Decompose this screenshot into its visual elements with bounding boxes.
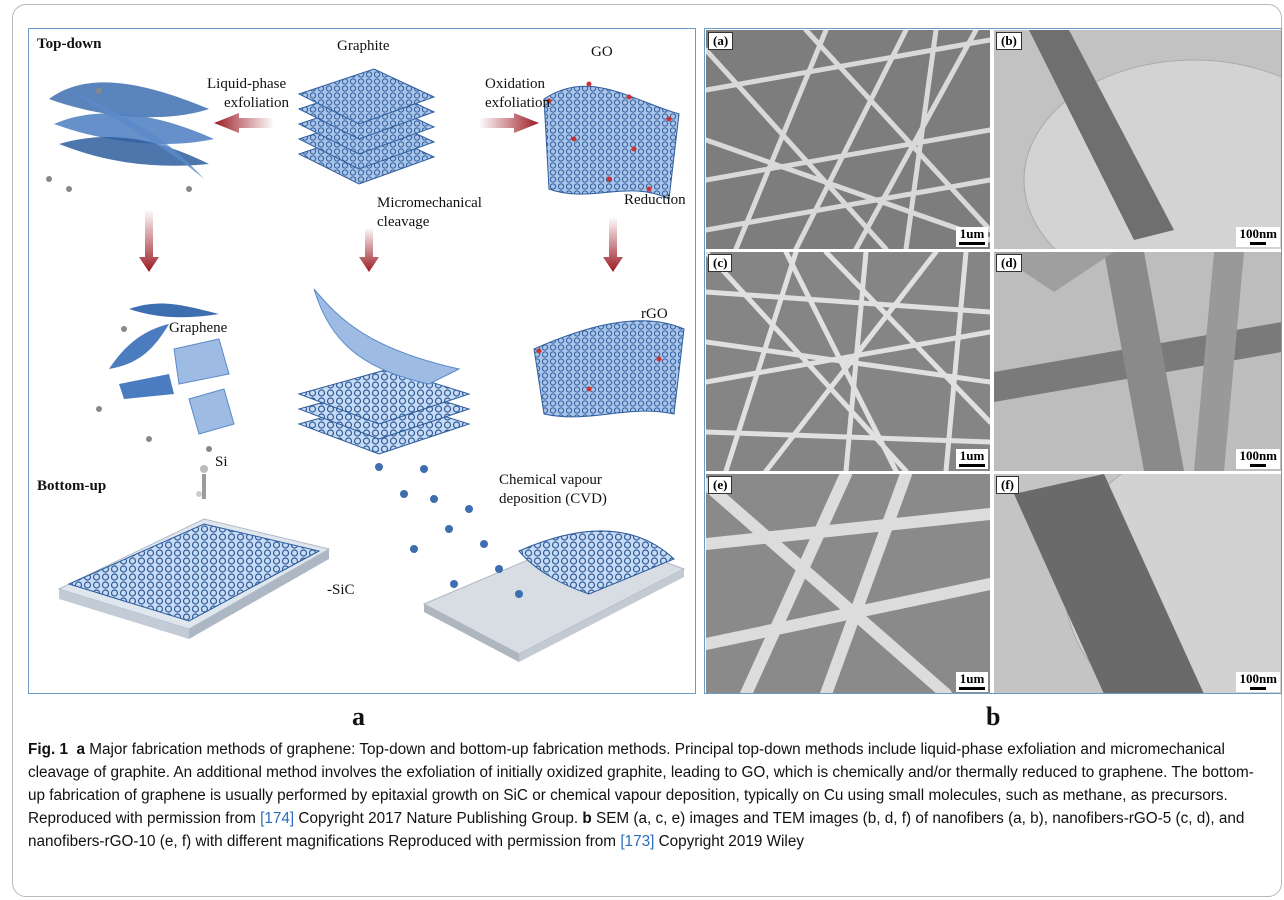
sem-fibers-a — [706, 30, 990, 249]
go-sheet — [543, 81, 680, 200]
panel-letter-b: b — [986, 702, 1001, 731]
top-down-title: Top-down — [37, 36, 102, 52]
scale-bar-b: 100nm — [1236, 227, 1280, 247]
tile-tag-a: (a) — [708, 32, 734, 50]
tile-tag-e: (e) — [708, 476, 733, 494]
scale-bar-d: 100nm — [1236, 449, 1280, 469]
scale-bar-f: 100nm — [1236, 672, 1280, 692]
arrow-liquid-phase — [214, 113, 274, 133]
caption-a-text: Major fabrication methods of graphene: T… — [28, 741, 1254, 827]
micrograph-tile-c: (c) 1um — [706, 252, 990, 471]
si-label: Si — [215, 454, 228, 470]
caption-b-text: SEM (a, c, e) images and TEM images (b, … — [28, 810, 1245, 850]
arrow-oxidation — [479, 113, 539, 133]
scale-label-c: 1um — [959, 448, 985, 463]
sem-fibers-c — [706, 252, 990, 471]
arrow-down-right — [603, 217, 623, 272]
cvd-label-line1: Chemical vapour — [499, 472, 602, 488]
go-label: GO — [591, 44, 613, 60]
micrograph-tile-f: (f) 100nm — [994, 474, 1281, 693]
tile-tag-b: (b) — [996, 32, 1022, 50]
liquid-phase-label: Liquid-phase — [207, 76, 287, 92]
graphene-sheets — [96, 303, 235, 452]
cleavage-label: cleavage — [377, 214, 430, 230]
micrograph-tile-a: (a) 1um — [706, 30, 990, 249]
graphene-label: Graphene — [169, 320, 228, 336]
arrow-down-left — [139, 209, 159, 272]
tem-fiber-b — [994, 30, 1281, 249]
rgo-sheet — [533, 320, 685, 418]
reduction-label: Reduction — [624, 192, 686, 208]
caption-a-label: a — [76, 741, 85, 758]
micrograph-tile-b: (b) 100nm — [994, 30, 1281, 249]
caption-a-tail: Copyright 2017 Nature Publishing Group. — [294, 810, 583, 827]
fabrication-schematic — [46, 68, 686, 662]
oxidation-exfoliation-label: exfoliation — [485, 95, 550, 111]
micrograph-tile-d: (d) 100nm — [994, 252, 1281, 471]
tem-fibers-d — [994, 252, 1281, 471]
micromechanical-label: Micromechanical — [377, 195, 482, 211]
bottom-up-title: Bottom-up — [37, 478, 107, 494]
graphite-label: Graphite — [337, 38, 390, 54]
sic-epitaxial-growth — [57, 465, 331, 639]
scale-label-b: 100nm — [1239, 226, 1277, 241]
sic-label: -SiC — [327, 582, 355, 598]
liquid-phase-sheets — [46, 82, 214, 192]
scale-bar-a: 1um — [956, 227, 988, 247]
liquid-phase-exfoliation-label: exfoliation — [224, 95, 289, 111]
cvd-label-line2: deposition (CVD) — [499, 491, 607, 507]
rgo-label: rGO — [641, 306, 668, 322]
caption-b-tail: Copyright 2019 Wiley — [654, 833, 804, 850]
graphite-stack — [297, 68, 436, 185]
scale-label-f: 100nm — [1239, 671, 1277, 686]
tile-tag-c: (c) — [708, 254, 733, 272]
scale-bar-c: 1um — [956, 449, 988, 469]
sem-fibers-e — [706, 474, 990, 693]
caption-ref-174[interactable]: [174] — [260, 810, 295, 827]
scale-label-a: 1um — [959, 226, 985, 241]
caption-b-label: b — [582, 810, 592, 827]
panel-b-micrographs: (a) 1um (b) 100nm (c) 1um — [704, 28, 1282, 694]
oxidation-label: Oxidation — [485, 76, 545, 92]
caption-fig-label: Fig. 1 — [28, 741, 68, 758]
cvd-growth — [375, 463, 686, 662]
arrow-down-center — [359, 227, 379, 272]
scale-bar-e: 1um — [956, 672, 988, 692]
tile-tag-d: (d) — [996, 254, 1022, 272]
scale-label-e: 1um — [959, 671, 985, 686]
panel-letter-a: a — [352, 702, 365, 731]
caption-ref-173[interactable]: [173] — [620, 833, 655, 850]
figure-caption: Fig. 1 a Major fabrication methods of gr… — [28, 738, 1268, 853]
micromechanical-cleavage-stack — [297, 288, 471, 455]
scale-label-d: 100nm — [1239, 448, 1277, 463]
panel-a-schematic: Top-down Graphite GO Liquid-phase exfoli… — [28, 28, 696, 694]
tem-fiber-f — [994, 474, 1281, 693]
tile-tag-f: (f) — [996, 476, 1019, 494]
micrograph-tile-e: (e) 1um — [706, 474, 990, 693]
